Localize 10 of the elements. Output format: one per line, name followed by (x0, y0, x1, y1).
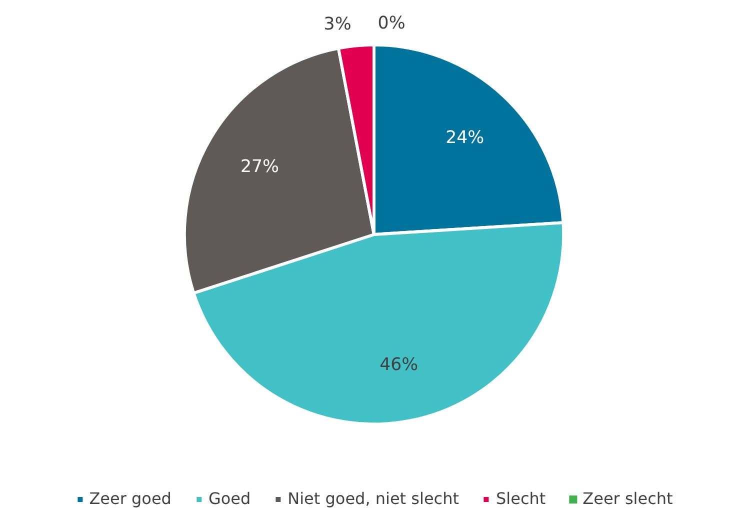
text: 0% (378, 14, 406, 34)
data-label: 46% (380, 354, 418, 375)
legend-label: Niet goed, niet slecht (288, 489, 459, 508)
data-label: 27% (240, 156, 280, 177)
data-label: 24% (446, 128, 484, 148)
legend-label: Slecht (496, 489, 546, 508)
legend-label: Zeer slecht (582, 489, 673, 508)
legend-label: Zeer goed (89, 489, 172, 508)
legend-label: Goed (208, 489, 251, 508)
data-label: 3% (324, 14, 352, 34)
